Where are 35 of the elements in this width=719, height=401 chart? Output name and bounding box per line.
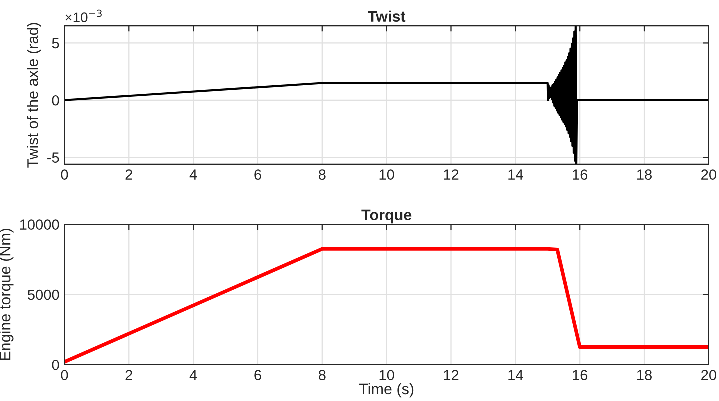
x-tick-label: 18 <box>638 170 652 180</box>
text: ×10$^{−3}$ <box>66 10 102 23</box>
y-tick-label: -5 <box>48 152 60 163</box>
x-tick-label: 10 <box>380 370 394 380</box>
x-tick-label: 12 <box>444 170 459 180</box>
x-tick-label: 6 <box>254 170 262 180</box>
y-tick-label: 0 <box>52 360 60 370</box>
y-tick-label: 5 <box>52 38 60 49</box>
y-tick-label: 5000 <box>28 290 60 300</box>
x-tick-label: 4 <box>190 170 198 180</box>
x-tick-label: 14 <box>508 170 524 180</box>
y-axis-title: Twist of the axle (rad) <box>27 23 42 168</box>
x-tick-label: 14 <box>508 370 524 380</box>
chart-title: Twist <box>368 10 406 22</box>
x-tick-label: 12 <box>444 370 459 380</box>
x-tick-label: 0 <box>61 370 68 380</box>
x-tick-label: 16 <box>573 370 588 380</box>
x-axis-title: Time (s) <box>359 383 414 398</box>
line-series <box>64 26 709 164</box>
x-tick-label: 8 <box>318 370 326 380</box>
x-tick-label: 18 <box>638 370 652 380</box>
x-tick-label: 20 <box>702 170 716 180</box>
y-tick-label: 10000 <box>20 220 60 230</box>
x-tick-label: 8 <box>318 170 326 180</box>
x-tick-label: 10 <box>380 170 394 180</box>
x-tick-label: 20 <box>702 370 716 380</box>
x-tick-label: 16 <box>573 170 588 180</box>
y-axis-title: Engine torque (Nm) <box>0 229 14 360</box>
x-tick-label: 2 <box>126 170 132 180</box>
x-tick-label: 4 <box>190 370 198 380</box>
x-tick-label: 2 <box>126 370 132 380</box>
x-tick-label: 0 <box>61 170 68 180</box>
x-tick-label: 6 <box>254 370 262 380</box>
chart-title: Torque <box>362 210 412 224</box>
y-tick-label: 0 <box>52 95 60 106</box>
